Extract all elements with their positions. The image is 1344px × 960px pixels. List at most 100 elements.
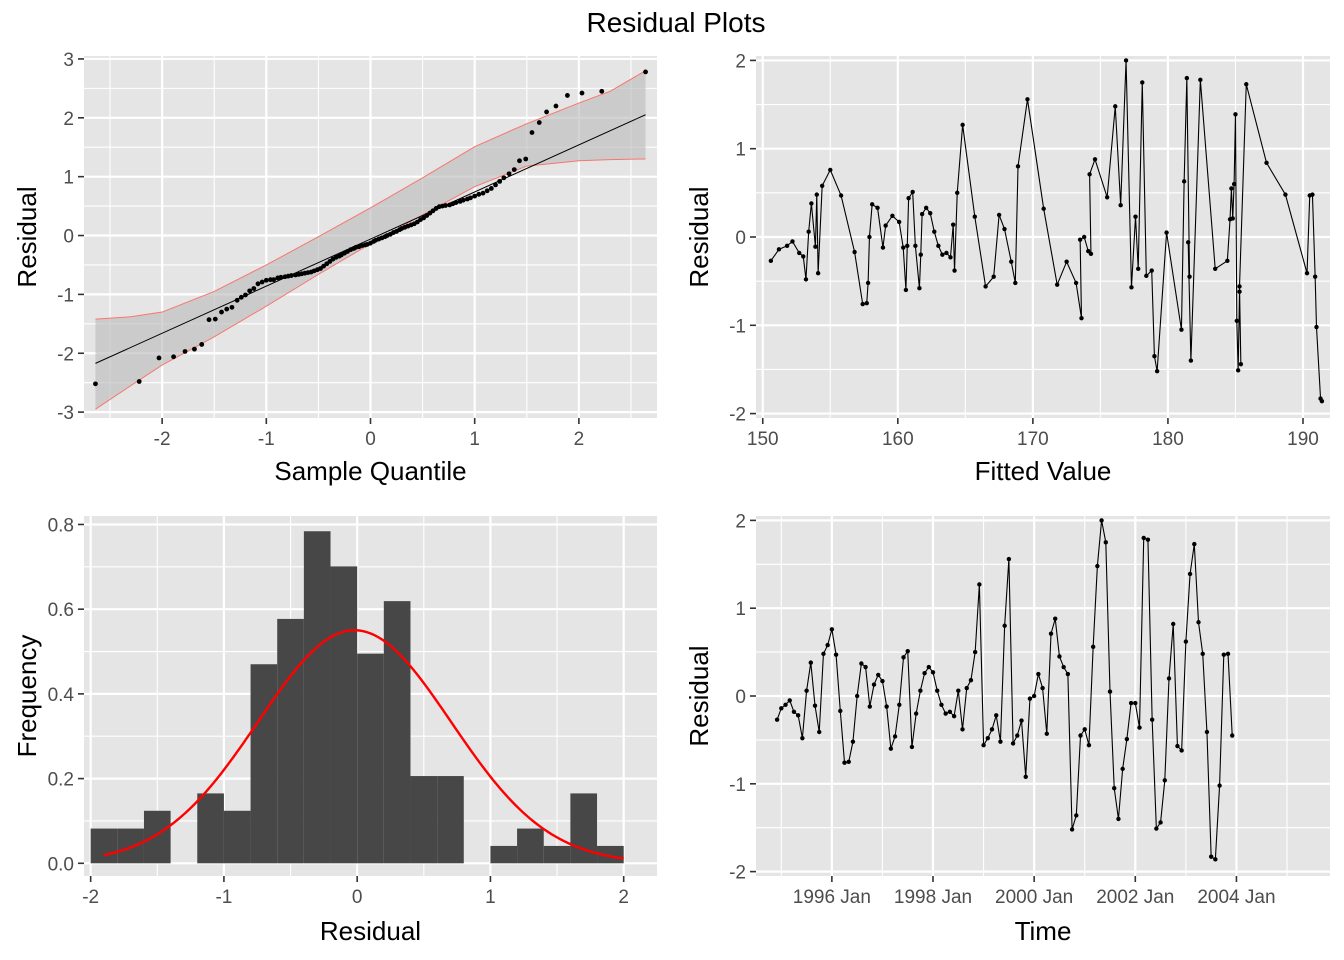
fitted-point: [1188, 358, 1194, 363]
histogram-bar: [223, 810, 251, 864]
time-point: [1082, 727, 1087, 732]
x-tick-label: 190: [1287, 429, 1319, 450]
time-point: [1179, 748, 1184, 753]
fitted-point: [901, 245, 906, 250]
x-axis-title: Time: [1015, 916, 1072, 946]
qq-point: [536, 120, 542, 125]
x-tick-label: 180: [1152, 429, 1184, 450]
qq-point: [511, 167, 517, 173]
fitted-point: [1283, 192, 1288, 197]
panel-time: 1996 Jan 1998 Jan 2000 Jan 2002 Jan 2004 Jan…: [684, 511, 1330, 946]
y-tick-label: 0: [63, 227, 74, 248]
fitted-point: [1079, 316, 1084, 321]
fitted-point: [1133, 214, 1138, 219]
fitted-point: [903, 287, 909, 293]
fitted-point: [1081, 234, 1087, 240]
qq-point: [480, 190, 486, 196]
time-point: [1065, 671, 1071, 677]
time-point: [1057, 654, 1062, 659]
time-point: [1200, 651, 1205, 657]
fitted-point: [932, 229, 937, 234]
fitted-point: [1238, 361, 1244, 367]
time-point: [1128, 700, 1134, 706]
x-tick-label: -2: [82, 887, 99, 908]
time-point: [1166, 676, 1172, 681]
time-point: [1204, 729, 1210, 735]
time-point: [1187, 571, 1193, 577]
fitted-point: [1198, 77, 1203, 83]
qq-point: [579, 90, 585, 96]
fitted-point: [1015, 164, 1021, 169]
fitted-point: [776, 247, 782, 252]
fitted-point: [1233, 112, 1238, 117]
time-point: [846, 759, 851, 765]
fitted-point: [814, 192, 819, 197]
y-axis-title: Residual: [684, 186, 714, 287]
time-point: [1145, 537, 1151, 542]
fitted-point: [803, 277, 809, 282]
fitted-point: [1144, 273, 1149, 279]
fitted-point: [809, 201, 814, 206]
time-point: [1069, 827, 1075, 832]
time-point: [1010, 741, 1016, 746]
panel-qq: -2 -1 0 1 2 -3 -2 -1 0 1 2 3 Sample Quantile Residual: [12, 50, 657, 486]
fitted-point: [905, 243, 910, 249]
x-tick-label: 170: [1017, 429, 1049, 450]
fitted-point: [1225, 258, 1230, 264]
y-tick-label: 2: [63, 109, 74, 130]
fitted-point: [923, 205, 929, 211]
fitted-point: [790, 239, 795, 244]
time-point: [1196, 620, 1201, 625]
time-point: [1019, 718, 1024, 723]
fitted-point: [1187, 274, 1192, 279]
time-point: [892, 734, 898, 739]
histogram-bar: [117, 828, 144, 864]
fitted-point: [1235, 368, 1241, 373]
fitted-point: [910, 189, 915, 195]
time-point: [1141, 535, 1146, 541]
qq-point: [199, 342, 205, 347]
fitted-point: [1164, 230, 1169, 235]
y-tick-label: 0.8: [48, 515, 74, 536]
qq-point: [224, 306, 230, 312]
time-point: [800, 735, 805, 741]
x-tick-label: 2002 Jan: [1096, 887, 1174, 908]
histogram-bar: [517, 828, 544, 864]
qq-point: [234, 297, 240, 303]
fitted-point: [867, 234, 872, 240]
fitted-point: [1154, 369, 1160, 374]
x-tick-label: 1996 Jan: [793, 887, 871, 908]
qq-point: [93, 381, 98, 387]
y-tick-label: 0.2: [48, 770, 74, 791]
fitted-point: [1088, 251, 1094, 256]
fitted-point: [1149, 268, 1154, 273]
qq-point: [476, 191, 482, 197]
qq-point: [468, 195, 473, 201]
fitted-point: [1118, 203, 1123, 208]
fitted-point: [996, 212, 1002, 218]
time-point: [947, 709, 953, 715]
y-tick-label: 0: [735, 228, 746, 249]
time-point: [1124, 736, 1130, 742]
fitted-point: [864, 301, 869, 306]
fitted-point: [801, 254, 806, 259]
time-point: [859, 661, 864, 666]
time-point: [1107, 689, 1113, 694]
qq-point: [247, 288, 253, 294]
time-point: [905, 649, 910, 654]
fitted-point: [1140, 80, 1145, 85]
fitted-point: [960, 122, 965, 128]
qq-point: [599, 88, 605, 94]
time-point: [926, 664, 932, 670]
time-point: [884, 704, 889, 709]
time-point: [1171, 621, 1176, 627]
fitted-point: [768, 258, 774, 264]
fitted-point: [983, 284, 988, 289]
time-point: [888, 746, 894, 751]
time-point: [939, 702, 944, 707]
fitted-point: [819, 183, 825, 188]
qq-point: [219, 309, 224, 315]
fitted-point: [1152, 353, 1157, 359]
qq-point: [212, 316, 218, 322]
y-tick-label: -3: [57, 403, 74, 424]
